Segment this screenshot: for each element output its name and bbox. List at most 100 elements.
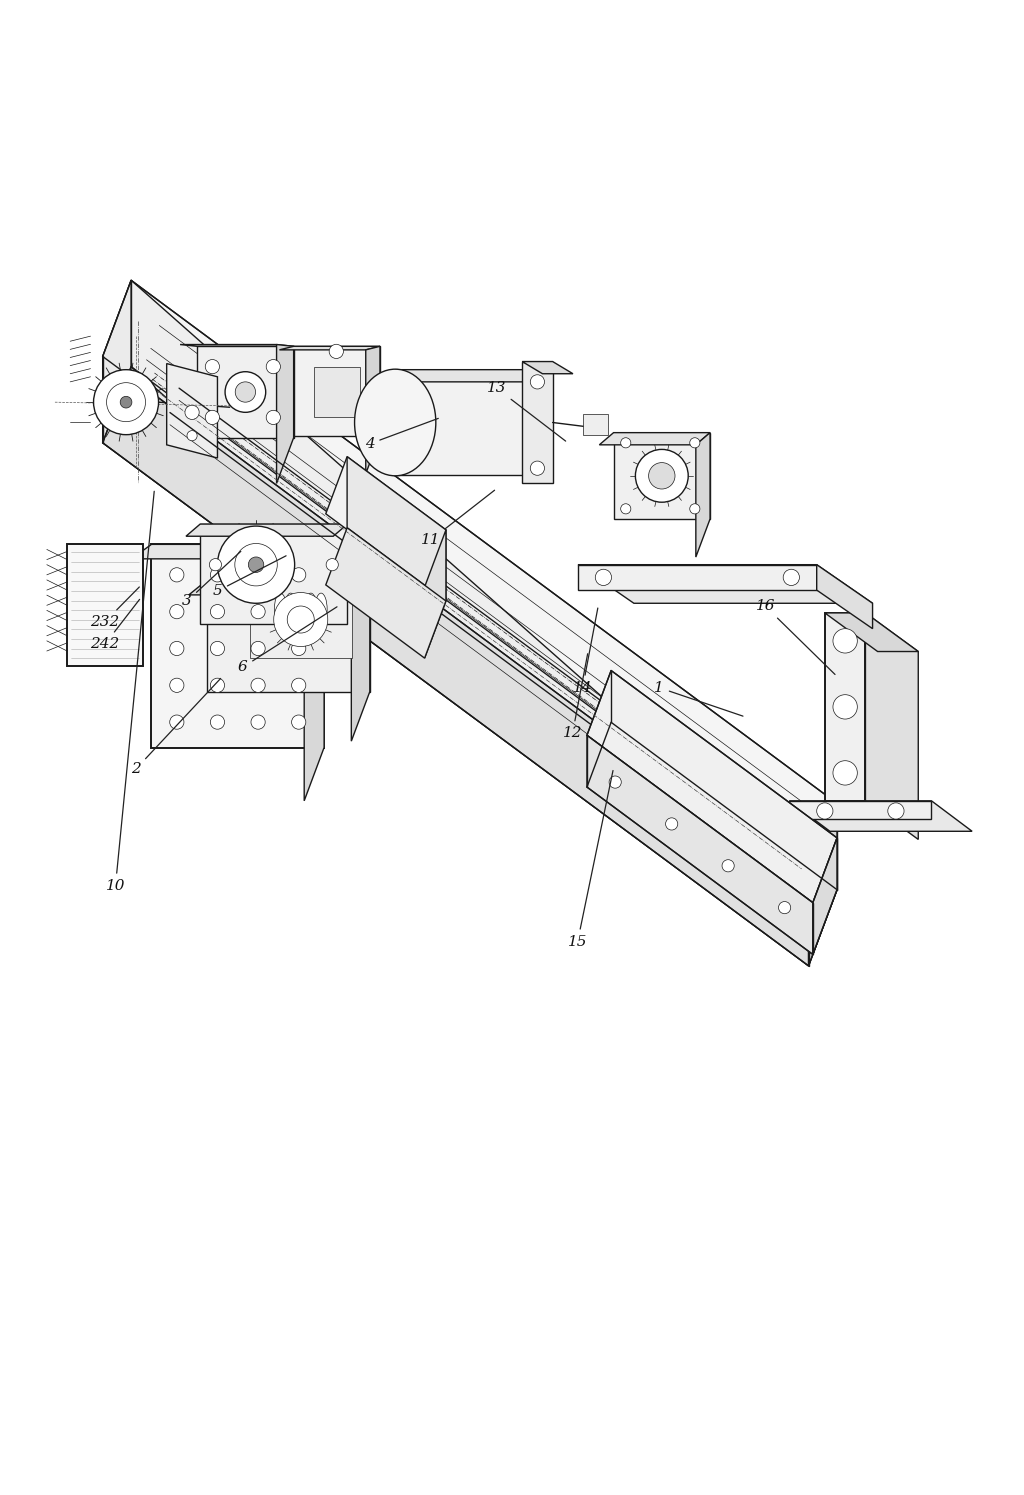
Polygon shape bbox=[790, 801, 932, 819]
Circle shape bbox=[251, 715, 265, 730]
Circle shape bbox=[833, 761, 857, 785]
Circle shape bbox=[888, 803, 904, 819]
Circle shape bbox=[783, 570, 800, 586]
Circle shape bbox=[266, 359, 281, 374]
Circle shape bbox=[210, 715, 224, 730]
Text: 2: 2 bbox=[131, 679, 220, 776]
Polygon shape bbox=[102, 356, 809, 966]
Text: 6: 6 bbox=[238, 607, 337, 674]
Polygon shape bbox=[395, 369, 527, 475]
Circle shape bbox=[273, 592, 328, 646]
Circle shape bbox=[217, 526, 295, 604]
Polygon shape bbox=[578, 565, 872, 604]
Polygon shape bbox=[613, 432, 710, 519]
Circle shape bbox=[266, 410, 281, 425]
Text: 4: 4 bbox=[365, 419, 438, 451]
Circle shape bbox=[225, 372, 265, 413]
Text: 14: 14 bbox=[573, 608, 598, 695]
Polygon shape bbox=[188, 580, 370, 595]
Circle shape bbox=[530, 460, 545, 475]
Circle shape bbox=[690, 504, 699, 514]
Text: 232: 232 bbox=[90, 588, 139, 628]
Polygon shape bbox=[180, 344, 294, 347]
Polygon shape bbox=[131, 544, 325, 559]
Circle shape bbox=[778, 901, 791, 913]
Polygon shape bbox=[326, 528, 445, 658]
Circle shape bbox=[170, 715, 184, 730]
Ellipse shape bbox=[354, 369, 436, 475]
Polygon shape bbox=[167, 363, 217, 457]
Polygon shape bbox=[587, 671, 837, 903]
Circle shape bbox=[292, 715, 306, 730]
Ellipse shape bbox=[274, 594, 287, 625]
Polygon shape bbox=[186, 525, 347, 537]
Circle shape bbox=[170, 679, 184, 692]
Text: 13: 13 bbox=[486, 381, 565, 441]
Circle shape bbox=[817, 803, 833, 819]
Circle shape bbox=[292, 568, 306, 582]
Circle shape bbox=[205, 410, 219, 425]
Polygon shape bbox=[395, 369, 548, 381]
Polygon shape bbox=[68, 544, 143, 667]
Circle shape bbox=[621, 438, 631, 448]
Polygon shape bbox=[813, 837, 837, 954]
Circle shape bbox=[120, 396, 132, 408]
Polygon shape bbox=[351, 580, 370, 742]
Polygon shape bbox=[314, 366, 359, 417]
Polygon shape bbox=[809, 803, 837, 966]
Polygon shape bbox=[696, 432, 710, 558]
Text: 16: 16 bbox=[756, 599, 835, 674]
Circle shape bbox=[106, 383, 145, 422]
Polygon shape bbox=[280, 347, 380, 350]
Polygon shape bbox=[522, 362, 553, 483]
Circle shape bbox=[833, 695, 857, 719]
Circle shape bbox=[209, 559, 221, 571]
Polygon shape bbox=[824, 613, 919, 652]
Circle shape bbox=[636, 450, 688, 502]
Circle shape bbox=[210, 679, 224, 692]
Polygon shape bbox=[865, 613, 919, 839]
Polygon shape bbox=[276, 344, 294, 483]
Polygon shape bbox=[817, 565, 872, 629]
Circle shape bbox=[170, 641, 184, 656]
Circle shape bbox=[170, 568, 184, 582]
Polygon shape bbox=[207, 580, 370, 692]
Circle shape bbox=[595, 570, 611, 586]
Polygon shape bbox=[152, 544, 325, 748]
Ellipse shape bbox=[295, 594, 307, 625]
Polygon shape bbox=[583, 414, 608, 435]
Polygon shape bbox=[599, 432, 710, 446]
Circle shape bbox=[170, 604, 184, 619]
Circle shape bbox=[210, 641, 224, 656]
Circle shape bbox=[205, 359, 219, 374]
Polygon shape bbox=[824, 613, 865, 801]
Polygon shape bbox=[326, 456, 445, 588]
Circle shape bbox=[292, 604, 306, 619]
Polygon shape bbox=[366, 347, 380, 474]
Text: 15: 15 bbox=[568, 770, 613, 948]
Polygon shape bbox=[790, 801, 972, 831]
Ellipse shape bbox=[305, 594, 317, 625]
Text: 11: 11 bbox=[421, 490, 495, 547]
Circle shape bbox=[210, 604, 224, 619]
Circle shape bbox=[288, 605, 314, 632]
Polygon shape bbox=[321, 571, 338, 588]
Circle shape bbox=[666, 818, 678, 830]
Text: 12: 12 bbox=[563, 653, 588, 740]
Circle shape bbox=[326, 559, 338, 571]
Circle shape bbox=[609, 776, 622, 788]
Polygon shape bbox=[304, 544, 325, 801]
Polygon shape bbox=[587, 736, 813, 954]
Polygon shape bbox=[198, 347, 294, 438]
Circle shape bbox=[236, 381, 256, 402]
Polygon shape bbox=[347, 456, 445, 601]
Polygon shape bbox=[102, 366, 837, 966]
Circle shape bbox=[234, 544, 278, 586]
Text: 5: 5 bbox=[212, 556, 286, 598]
Polygon shape bbox=[102, 280, 131, 443]
Circle shape bbox=[185, 405, 200, 420]
Circle shape bbox=[210, 568, 224, 582]
Polygon shape bbox=[102, 280, 837, 879]
Polygon shape bbox=[250, 561, 351, 658]
Text: 1: 1 bbox=[654, 680, 743, 716]
